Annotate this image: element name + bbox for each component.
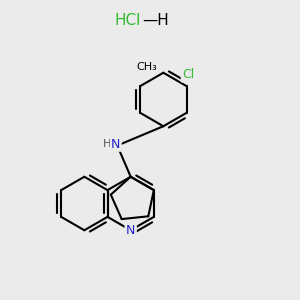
Text: HCl: HCl (115, 13, 141, 28)
Text: —H: —H (142, 13, 169, 28)
Text: N: N (126, 224, 135, 237)
Text: N: N (111, 138, 121, 151)
Text: Cl: Cl (182, 68, 194, 81)
Text: CH₃: CH₃ (137, 62, 158, 72)
Text: H: H (103, 139, 111, 149)
